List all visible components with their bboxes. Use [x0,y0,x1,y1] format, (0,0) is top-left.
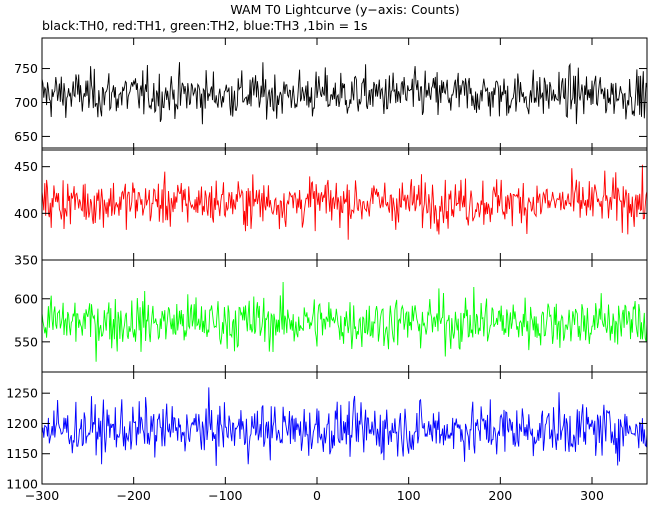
y-tick-label: 400 [14,206,38,221]
x-tick-label: 200 [488,488,512,503]
x-tick-label: −200 [116,488,150,503]
panels: 650 700 750 350 400 450 550 600 1100 1150 1200 1250 [6,37,648,492]
y-tick-label: 700 [14,95,38,110]
panel-frame [41,371,648,485]
y-tick-label: 600 [14,291,38,306]
y-tick-label: 1100 [6,477,38,492]
x-tick-label: 300 [580,488,604,503]
panel-th1: 350 400 450 [14,147,648,268]
chart-title: WAM T0 Lightcurve (y−axis: Counts) [230,2,459,17]
panel-th0: 650 700 750 [14,37,648,151]
series-line-th3 [41,387,648,466]
panel-frame [41,37,648,151]
y-tick-label: 1200 [6,416,38,431]
x-tick-label: −100 [208,488,242,503]
panel-th3: 1100 1150 1200 1250 [6,371,648,492]
series-line-th2 [41,281,648,362]
y-tick-label: 650 [14,129,38,144]
x-tick-label: 0 [313,488,321,503]
x-tick-label: −300 [25,488,59,503]
x-tick-label: 100 [397,488,421,503]
chart-subtitle: black:TH0, red:TH1, green:TH2, blue:TH3 … [42,18,368,33]
panel-th2: 550 600 [14,259,648,373]
y-tick-label: 550 [14,334,38,349]
series-line-th0 [41,62,648,125]
x-axis: −300 −200 −100 0 100 200 300 [25,488,604,503]
series-line-th1 [41,164,648,240]
y-tick-label: 1150 [6,446,38,461]
y-tick-label: 450 [14,159,38,174]
y-tick-label: 350 [14,253,38,268]
y-tick-label: 750 [14,61,38,76]
y-tick-label: 1250 [6,386,38,401]
